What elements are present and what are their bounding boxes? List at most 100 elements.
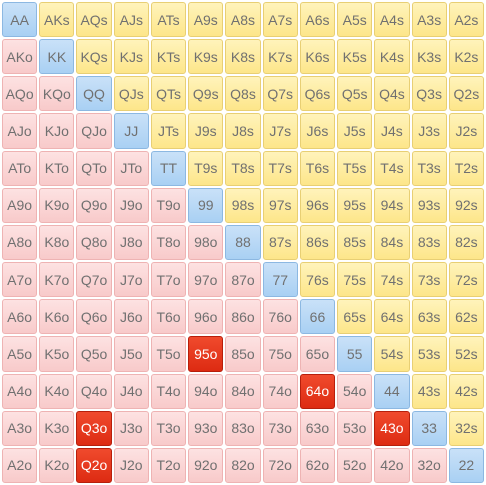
hand-cell-KJo[interactable]: KJo	[39, 113, 75, 149]
hand-cell-92s[interactable]: 92s	[448, 187, 484, 223]
hand-cell-TT[interactable]: TT	[150, 150, 187, 186]
hand-cell-J9s[interactable]: J9s	[188, 113, 224, 149]
hand-cell-Q2o[interactable]: Q2o	[76, 447, 112, 483]
hand-cell-J6o[interactable]: J6o	[113, 299, 149, 335]
hand-cell-65o[interactable]: 65o	[299, 336, 336, 372]
hand-cell-94o[interactable]: 94o	[188, 373, 224, 409]
hand-cell-K4o[interactable]: K4o	[39, 373, 75, 409]
hand-cell-KQo[interactable]: KQo	[39, 76, 75, 112]
hand-cell-84o[interactable]: 84o	[225, 373, 261, 409]
hand-cell-J9o[interactable]: J9o	[113, 187, 149, 223]
hand-cell-T7s[interactable]: T7s	[262, 150, 298, 186]
hand-cell-94s[interactable]: 94s	[374, 187, 410, 223]
hand-cell-AQo[interactable]: AQo	[2, 76, 38, 112]
hand-cell-52o[interactable]: 52o	[337, 447, 373, 483]
hand-cell-33[interactable]: 33	[411, 410, 447, 446]
hand-cell-Q4o[interactable]: Q4o	[76, 373, 112, 409]
hand-cell-K7s[interactable]: K7s	[262, 39, 298, 75]
hand-cell-92o[interactable]: 92o	[188, 447, 224, 483]
hand-cell-84s[interactable]: 84s	[374, 224, 410, 261]
hand-cell-54s[interactable]: 54s	[374, 336, 410, 372]
hand-cell-32s[interactable]: 32s	[448, 410, 484, 446]
hand-cell-98s[interactable]: 98s	[225, 187, 261, 223]
hand-cell-K2s[interactable]: K2s	[448, 39, 484, 75]
hand-cell-73s[interactable]: 73s	[411, 262, 447, 298]
hand-cell-KK[interactable]: KK	[39, 39, 75, 75]
hand-cell-Q3o[interactable]: Q3o	[76, 410, 112, 446]
hand-cell-K8o[interactable]: K8o	[39, 224, 75, 261]
hand-cell-A7o[interactable]: A7o	[2, 262, 38, 298]
hand-cell-J2o[interactable]: J2o	[113, 447, 149, 483]
hand-cell-J5o[interactable]: J5o	[113, 336, 149, 372]
hand-cell-K3s[interactable]: K3s	[411, 39, 447, 75]
hand-cell-93o[interactable]: 93o	[188, 410, 224, 446]
hand-cell-K5o[interactable]: K5o	[39, 336, 75, 372]
hand-cell-T5s[interactable]: T5s	[337, 150, 373, 186]
hand-cell-KTs[interactable]: KTs	[150, 39, 187, 75]
hand-cell-T8s[interactable]: T8s	[225, 150, 261, 186]
hand-cell-T7o[interactable]: T7o	[150, 262, 187, 298]
hand-cell-QJs[interactable]: QJs	[113, 76, 149, 112]
hand-cell-J4o[interactable]: J4o	[113, 373, 149, 409]
hand-cell-95s[interactable]: 95s	[337, 187, 373, 223]
hand-cell-A2o[interactable]: A2o	[2, 447, 38, 483]
hand-cell-55[interactable]: 55	[337, 336, 373, 372]
hand-cell-T9o[interactable]: T9o	[150, 187, 187, 223]
hand-cell-Q5o[interactable]: Q5o	[76, 336, 112, 372]
hand-cell-T3s[interactable]: T3s	[411, 150, 447, 186]
hand-cell-42o[interactable]: 42o	[374, 447, 410, 483]
hand-cell-96s[interactable]: 96s	[299, 187, 336, 223]
hand-cell-T3o[interactable]: T3o	[150, 410, 187, 446]
hand-cell-K8s[interactable]: K8s	[225, 39, 261, 75]
hand-cell-T4s[interactable]: T4s	[374, 150, 410, 186]
hand-cell-75o[interactable]: 75o	[262, 336, 298, 372]
hand-cell-J8s[interactable]: J8s	[225, 113, 261, 149]
hand-cell-43o[interactable]: 43o	[374, 410, 410, 446]
hand-cell-82o[interactable]: 82o	[225, 447, 261, 483]
hand-cell-Q8s[interactable]: Q8s	[225, 76, 261, 112]
hand-cell-88[interactable]: 88	[225, 224, 261, 261]
hand-cell-K4s[interactable]: K4s	[374, 39, 410, 75]
hand-cell-JTs[interactable]: JTs	[150, 113, 187, 149]
hand-cell-72s[interactable]: 72s	[448, 262, 484, 298]
hand-cell-72o[interactable]: 72o	[262, 447, 298, 483]
hand-cell-QJo[interactable]: QJo	[76, 113, 112, 149]
hand-cell-A6o[interactable]: A6o	[2, 299, 38, 335]
hand-cell-82s[interactable]: 82s	[448, 224, 484, 261]
hand-cell-AKo[interactable]: AKo	[2, 39, 38, 75]
hand-cell-76s[interactable]: 76s	[299, 262, 336, 298]
hand-cell-A3o[interactable]: A3o	[2, 410, 38, 446]
hand-cell-Q7s[interactable]: Q7s	[262, 76, 298, 112]
hand-cell-A5s[interactable]: A5s	[337, 2, 373, 38]
hand-cell-A2s[interactable]: A2s	[448, 2, 484, 38]
hand-cell-T8o[interactable]: T8o	[150, 224, 187, 261]
hand-cell-75s[interactable]: 75s	[337, 262, 373, 298]
hand-cell-64o[interactable]: 64o	[299, 373, 336, 409]
hand-cell-42s[interactable]: 42s	[448, 373, 484, 409]
hand-cell-Q9o[interactable]: Q9o	[76, 187, 112, 223]
hand-cell-44[interactable]: 44	[374, 373, 410, 409]
hand-cell-JJ[interactable]: JJ	[113, 113, 149, 149]
hand-cell-97o[interactable]: 97o	[188, 262, 224, 298]
hand-cell-QQ[interactable]: QQ	[76, 76, 112, 112]
hand-cell-AJs[interactable]: AJs	[113, 2, 149, 38]
hand-cell-A4o[interactable]: A4o	[2, 373, 38, 409]
hand-cell-J5s[interactable]: J5s	[337, 113, 373, 149]
hand-cell-64s[interactable]: 64s	[374, 299, 410, 335]
hand-cell-52s[interactable]: 52s	[448, 336, 484, 372]
hand-cell-Q6o[interactable]: Q6o	[76, 299, 112, 335]
hand-cell-A4s[interactable]: A4s	[374, 2, 410, 38]
hand-cell-K9o[interactable]: K9o	[39, 187, 75, 223]
hand-cell-Q8o[interactable]: Q8o	[76, 224, 112, 261]
hand-cell-T2o[interactable]: T2o	[150, 447, 187, 483]
hand-cell-85o[interactable]: 85o	[225, 336, 261, 372]
hand-cell-Q3s[interactable]: Q3s	[411, 76, 447, 112]
hand-cell-J7o[interactable]: J7o	[113, 262, 149, 298]
hand-cell-T6o[interactable]: T6o	[150, 299, 187, 335]
hand-cell-A3s[interactable]: A3s	[411, 2, 447, 38]
hand-cell-K7o[interactable]: K7o	[39, 262, 75, 298]
hand-cell-85s[interactable]: 85s	[337, 224, 373, 261]
hand-cell-ATs[interactable]: ATs	[150, 2, 187, 38]
hand-cell-32o[interactable]: 32o	[411, 447, 447, 483]
hand-cell-J4s[interactable]: J4s	[374, 113, 410, 149]
